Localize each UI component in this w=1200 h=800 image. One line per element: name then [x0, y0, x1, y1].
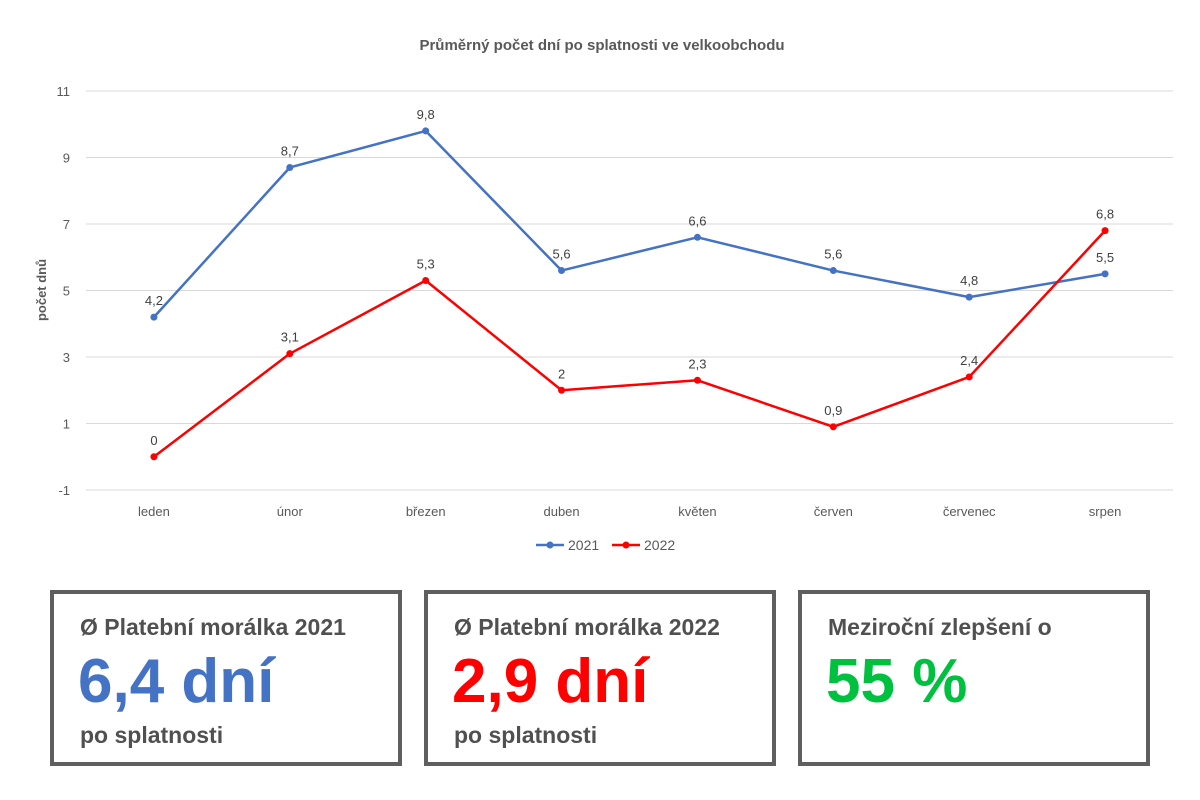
data-point: [286, 350, 294, 358]
data-label: 2: [558, 366, 565, 381]
data-point: [286, 163, 294, 171]
card-label: Ø Platební morálka 2022: [454, 614, 720, 640]
data-label: 0,9: [824, 403, 842, 418]
card-avg-2021: Ø Platební morálka 2021 6,4 dní po splat…: [50, 590, 402, 766]
data-point: [558, 386, 566, 394]
legend-marker: [546, 541, 554, 549]
y-tick-label: 9: [63, 151, 70, 166]
legend-marker: [622, 541, 630, 549]
card-sub: po splatnosti: [80, 722, 224, 748]
data-point: [1101, 270, 1109, 278]
series-2022: 0 3,1 5,3 2 2,3 0,9 2,4 6,8: [150, 207, 1114, 461]
data-point: [150, 453, 158, 461]
x-tick-label: červenec: [943, 504, 996, 519]
y-tick-label: 7: [63, 217, 70, 232]
data-label: 5,3: [417, 257, 435, 272]
line-chart: Průměrný počet dní po splatnosti ve velk…: [34, 37, 1173, 553]
x-tick-label: květen: [678, 504, 716, 519]
data-label: 5,6: [553, 247, 571, 262]
x-tick-label: leden: [138, 504, 170, 519]
y-tick-label: 11: [57, 84, 71, 99]
card-value: 2,9 dní: [452, 647, 649, 716]
legend-item: 2021: [536, 537, 599, 553]
data-label: 9,8: [417, 107, 435, 122]
card-sub: po splatnosti: [454, 722, 598, 748]
x-axis-ticks: leden únor březen duben květen červen červenec…: [138, 504, 1121, 519]
series-line: [153, 229, 1106, 458]
data-label: 6,6: [688, 213, 706, 228]
data-label: 3,1: [281, 330, 299, 345]
data-point: [693, 233, 701, 241]
legend-item: 2022: [612, 537, 675, 553]
x-tick-label: únor: [277, 504, 304, 519]
data-point: [965, 293, 973, 301]
card-avg-2022: Ø Platební morálka 2022 2,9 dní po splat…: [424, 590, 776, 766]
y-axis-label: počet dnů: [34, 259, 49, 321]
data-point: [558, 267, 566, 275]
data-point: [965, 373, 973, 381]
card-value: 6,4 dní: [78, 647, 275, 716]
data-label: 6,8: [1096, 207, 1114, 222]
data-label: 5,6: [824, 247, 842, 262]
data-label: 4,8: [960, 273, 978, 288]
card-value: 55 %: [826, 647, 968, 716]
legend: 2021 2022: [536, 537, 675, 553]
legend-label: 2021: [568, 537, 599, 553]
x-tick-label: srpen: [1089, 504, 1122, 519]
series-line: [153, 129, 1106, 318]
chart-title: Průměrný počet dní po splatnosti ve velk…: [419, 37, 784, 54]
card-label: Ø Platební morálka 2021: [80, 614, 346, 640]
y-tick-label: 3: [63, 350, 70, 365]
data-point: [422, 277, 430, 285]
data-label: 2,4: [960, 353, 978, 368]
y-tick-label: 1: [63, 417, 70, 432]
data-point: [829, 423, 837, 431]
x-tick-label: duben: [543, 504, 579, 519]
gridlines: [86, 90, 1173, 491]
data-point: [150, 313, 158, 321]
data-label: 0: [150, 433, 157, 448]
data-label: 5,5: [1096, 250, 1114, 265]
card-improvement: Meziroční zlepšení o 55 %: [798, 590, 1150, 766]
x-tick-label: březen: [406, 504, 446, 519]
series-2021: 4,2 8,7 9,8 5,6 6,6 5,6 4,8 5,5: [145, 107, 1114, 321]
data-point: [693, 376, 701, 384]
y-tick-label: -1: [58, 483, 70, 498]
data-point: [422, 127, 430, 135]
y-axis-ticks: -1 1 3 5 7 9 11: [57, 84, 71, 498]
data-point: [829, 267, 837, 275]
data-label: 8,7: [281, 143, 299, 158]
legend-label: 2022: [644, 537, 675, 553]
y-tick-label: 5: [63, 284, 70, 299]
card-label: Meziroční zlepšení o: [828, 614, 1052, 640]
data-label: 2,3: [688, 356, 706, 371]
data-label: 4,2: [145, 293, 163, 308]
x-tick-label: červen: [814, 504, 853, 519]
data-point: [1101, 227, 1109, 235]
series-layer: 4,2 8,7 9,8 5,6 6,6 5,6 4,8 5,5 0 3,1 5,3 2 2,3 0,9 2,…: [145, 107, 1114, 461]
